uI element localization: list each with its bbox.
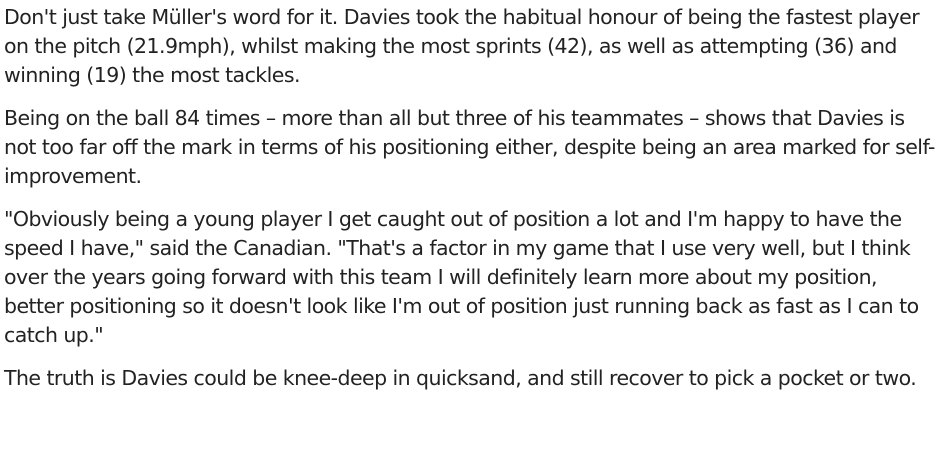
paragraph-fastest-player: Don't just take Müller's word for it. Da… — [4, 5, 920, 87]
paragraph-conclusion: The truth is Davies could be knee-deep i… — [4, 366, 917, 390]
article-body: Don't just take Müller's word for it. Da… — [4, 5, 935, 390]
paragraph-quote: "Obviously being a young player I get ca… — [4, 207, 919, 347]
paragraph-on-the-ball: Being on the ball 84 times – more than a… — [4, 106, 935, 188]
